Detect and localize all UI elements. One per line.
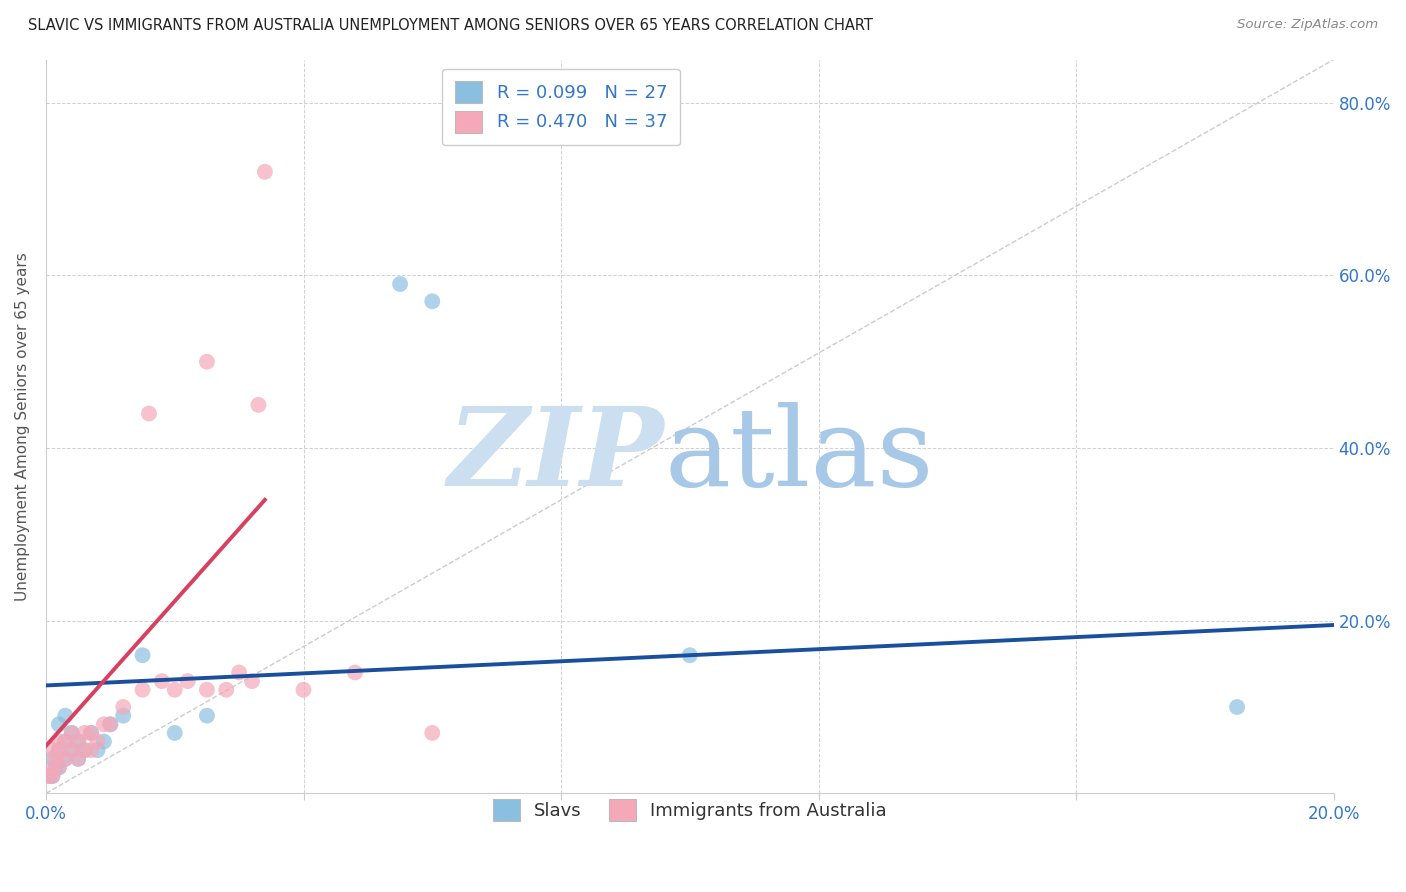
- Point: [41, 769, 63, 783]
- Point: [41, 743, 63, 757]
- Point: [53, 752, 76, 766]
- Point: [67, 752, 90, 766]
- Point: [48, 760, 70, 774]
- Point: [48, 743, 70, 757]
- Point: [86, 734, 108, 748]
- Point: [80, 726, 103, 740]
- Point: [48, 743, 70, 757]
- Point: [420, 294, 443, 309]
- Point: [60, 743, 83, 757]
- Text: atlas: atlas: [664, 402, 934, 509]
- Y-axis label: Unemployment Among Seniors over 65 years: Unemployment Among Seniors over 65 years: [15, 252, 30, 601]
- Point: [67, 752, 90, 766]
- Point: [48, 734, 70, 748]
- Point: [41, 752, 63, 766]
- Point: [60, 726, 83, 740]
- Point: [48, 717, 70, 731]
- Point: [73, 743, 96, 757]
- Point: [195, 682, 218, 697]
- Point: [253, 165, 276, 179]
- Point: [93, 734, 115, 748]
- Point: [53, 708, 76, 723]
- Point: [45, 760, 67, 774]
- Point: [292, 682, 315, 697]
- Point: [53, 734, 76, 748]
- Point: [86, 743, 108, 757]
- Point: [73, 743, 96, 757]
- Point: [41, 760, 63, 774]
- Point: [240, 674, 263, 689]
- Point: [176, 674, 198, 689]
- Point: [93, 717, 115, 731]
- Point: [60, 726, 83, 740]
- Point: [420, 726, 443, 740]
- Point: [150, 674, 173, 689]
- Point: [60, 743, 83, 757]
- Point: [45, 752, 67, 766]
- Point: [131, 682, 153, 697]
- Point: [80, 726, 103, 740]
- Point: [112, 708, 135, 723]
- Point: [67, 734, 90, 748]
- Point: [38, 769, 60, 783]
- Point: [247, 398, 270, 412]
- Point: [228, 665, 250, 680]
- Point: [67, 734, 90, 748]
- Point: [38, 769, 60, 783]
- Point: [389, 277, 412, 291]
- Point: [1226, 700, 1249, 714]
- Point: [112, 700, 135, 714]
- Point: [215, 682, 238, 697]
- Point: [195, 708, 218, 723]
- Point: [98, 717, 121, 731]
- Point: [131, 648, 153, 663]
- Point: [98, 717, 121, 731]
- Point: [73, 726, 96, 740]
- Point: [53, 752, 76, 766]
- Point: [53, 734, 76, 748]
- Point: [138, 407, 160, 421]
- Point: [48, 760, 70, 774]
- Text: Source: ZipAtlas.com: Source: ZipAtlas.com: [1237, 18, 1378, 31]
- Point: [41, 769, 63, 783]
- Point: [679, 648, 702, 663]
- Point: [343, 665, 366, 680]
- Point: [80, 743, 103, 757]
- Point: [163, 726, 186, 740]
- Legend: Slavs, Immigrants from Australia: Slavs, Immigrants from Australia: [478, 785, 901, 836]
- Point: [195, 355, 218, 369]
- Text: ZIP: ZIP: [447, 402, 664, 509]
- Text: SLAVIC VS IMMIGRANTS FROM AUSTRALIA UNEMPLOYMENT AMONG SENIORS OVER 65 YEARS COR: SLAVIC VS IMMIGRANTS FROM AUSTRALIA UNEM…: [28, 18, 873, 33]
- Point: [163, 682, 186, 697]
